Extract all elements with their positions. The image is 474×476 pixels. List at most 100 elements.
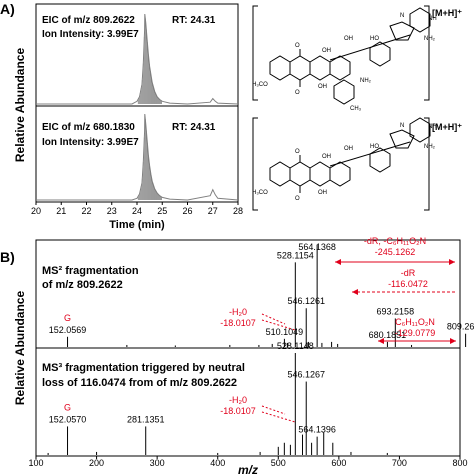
loss-dr-head (352, 289, 358, 295)
bracket-right-top (424, 5, 430, 101)
eic1-rt: RT: 24.31 (172, 15, 216, 26)
ms2-title-1: MS² fragmentation (42, 265, 139, 277)
loss-dr-c6-name: -dR, -C₆H₁₁O₂N (364, 236, 426, 246)
bottom-ho: HO (370, 144, 379, 150)
bottom-methoxy: H₃CO (252, 190, 268, 196)
top-methoxy: H₃CO (252, 82, 268, 88)
bracket-left-top (252, 5, 258, 101)
loss-dr-c6-head-left (335, 259, 341, 265)
ms2-loss-annotations: -dR, -C₆H₁₁O₂N -245.1262 -dR -116.0472 C… (220, 236, 456, 344)
top-nh: NH (428, 16, 437, 22)
ms3-h2o-dash-2 (261, 411, 296, 423)
peak-label: 546.1267 (287, 370, 325, 380)
ms3-loss-annotations: -H₂0 -18.0107 (220, 395, 296, 423)
ms3-h2o-value: -18.0107 (220, 406, 256, 416)
bracket-left-bottom (252, 117, 258, 211)
panel-a-x-axis: 20 21 22 23 24 25 26 27 28 (31, 202, 243, 216)
ms2-h2o-dash-1 (261, 313, 286, 325)
ms3-title-2: loss of 116.0474 from of m/z 809.2622 (42, 377, 237, 389)
panel-a-xlabel: Time (min) (109, 219, 165, 231)
bottom-oxo-1: O (295, 149, 300, 155)
b-xtick-label: 700 (392, 458, 407, 468)
ion-label-bottom: [M+H]⁺ (432, 122, 462, 132)
panel-b-x-axis: 100 200 300 400 500 600 700 800 (28, 456, 468, 468)
anthracycline-core-bottom (269, 117, 431, 193)
panel-label-b: B) (0, 249, 15, 265)
panel-label-a: A) (0, 1, 15, 17)
peak-tag: G (64, 402, 71, 412)
ms3-peak-labels: 152.0570 G 281.1351 528.1148 546.1267 564.139… (49, 341, 336, 435)
top-nh2-sugar: NH₂ (360, 78, 372, 84)
a-xtick-label: 20 (31, 206, 41, 216)
b-xtick-label: 200 (89, 458, 104, 468)
a-xtick-label: 23 (107, 206, 117, 216)
peak-label: 693.2158 (377, 306, 415, 316)
top-oxo-2: O (295, 90, 300, 96)
loss-c6-head-right (450, 338, 456, 344)
eic2-rt: RT: 24.31 (172, 122, 216, 133)
panel-a-ylabel: Relative Abundance (13, 48, 27, 163)
eic1-intensity: Ion Intensity: 3.99E7 (42, 29, 139, 40)
ms2-spectrum (67, 245, 467, 347)
loss-c6-head-left (378, 338, 384, 344)
ms2-h2o-dash-2 (261, 319, 296, 331)
b-xtick-label: 300 (150, 458, 165, 468)
bottom-nh2: NH₂ (424, 144, 436, 150)
bottom-nh: NH (428, 124, 437, 130)
bottom-n: N (400, 123, 404, 129)
loss-c6-name: C₆H₁₁O₂N (395, 317, 435, 327)
top-oh-3: OH (344, 36, 353, 42)
a-xtick-label: 25 (157, 206, 167, 216)
ms2-title-2: of m/z 809.2622 (42, 279, 123, 291)
eic2-title: EIC of m/z 680.1830 (42, 122, 135, 133)
a-xtick-label: 28 (233, 206, 243, 216)
a-xtick-label: 26 (182, 206, 192, 216)
b-xtick-label: 800 (452, 458, 467, 468)
a-xtick-label: 21 (56, 206, 66, 216)
loss-dr-name: -dR (401, 268, 416, 278)
top-n: N (400, 13, 404, 19)
ms3-title-1: MS³ fragmentation triggered by neutral (42, 362, 245, 374)
ms2-h2o-value: -18.0107 (220, 318, 256, 328)
top-nh2-base: NH₂ (424, 36, 436, 42)
bracket-right-bottom (424, 117, 430, 211)
peak-label: 680.1851 (369, 330, 407, 340)
b-xtick-label: 100 (28, 458, 43, 468)
structure-top: [M+H]⁺ O O OH OH OH HO NH₂ CH₃ NH NH₂ N … (252, 5, 462, 112)
ms3-h2o-name: -H₂0 (229, 395, 247, 405)
loss-dr-value: -116.0472 (388, 279, 428, 289)
loss-dr-c6-head-right (449, 259, 455, 265)
ms3-spectrum (47, 353, 388, 455)
bottom-oh-1: OH (322, 154, 331, 160)
b-xtick-label: 400 (210, 458, 225, 468)
b-xtick-label: 600 (331, 458, 346, 468)
top-oh-2: OH (318, 84, 327, 90)
a-xtick-label: 22 (81, 206, 91, 216)
peak-tag: G (64, 313, 71, 323)
structure-bottom: [M+H]⁺ O O OH OH OH HO NH NH₂ N H₃CO (252, 117, 462, 211)
panel-b-spectra: Relative Abundance MS² fragmentation of … (13, 236, 474, 476)
a-xtick-label: 24 (132, 206, 142, 216)
ion-label-top: [M+H]⁺ (432, 8, 462, 18)
peak-label: 281.1351 (127, 414, 165, 424)
ms3-h2o-dash-1 (261, 405, 286, 415)
eic-line (36, 13, 239, 105)
eic2-trace (36, 113, 239, 201)
bottom-oxo-2: O (295, 196, 300, 202)
a-xtick-label: 27 (208, 206, 218, 216)
peak-label: 510.1049 (266, 327, 304, 337)
peak-label: 528.1148 (277, 341, 314, 351)
bottom-oh-3: OH (344, 146, 353, 152)
panel-b-xlabel: m/z (238, 463, 258, 476)
peak-label: 152.0570 (49, 414, 87, 424)
top-oh-1: OH (322, 48, 331, 54)
b-xtick-label: 500 (271, 458, 286, 468)
peak-label: 564.1396 (298, 425, 336, 435)
eic1-title: EIC of m/z 809.2622 (42, 15, 135, 26)
loss-c6-value: -129.0779 (395, 328, 436, 338)
panel-a-chromatograms: Relative Abundance EIC of m/z 809.2622 I… (13, 3, 243, 231)
ms2-peak-labels: 152.0569 G 510.1049 528.1154 546.1261 564.136… (49, 242, 474, 340)
peak-label: 528.1154 (277, 250, 314, 260)
eic1-trace (36, 13, 239, 105)
eic2-intensity: Ion Intensity: 3.99E7 (42, 137, 139, 148)
